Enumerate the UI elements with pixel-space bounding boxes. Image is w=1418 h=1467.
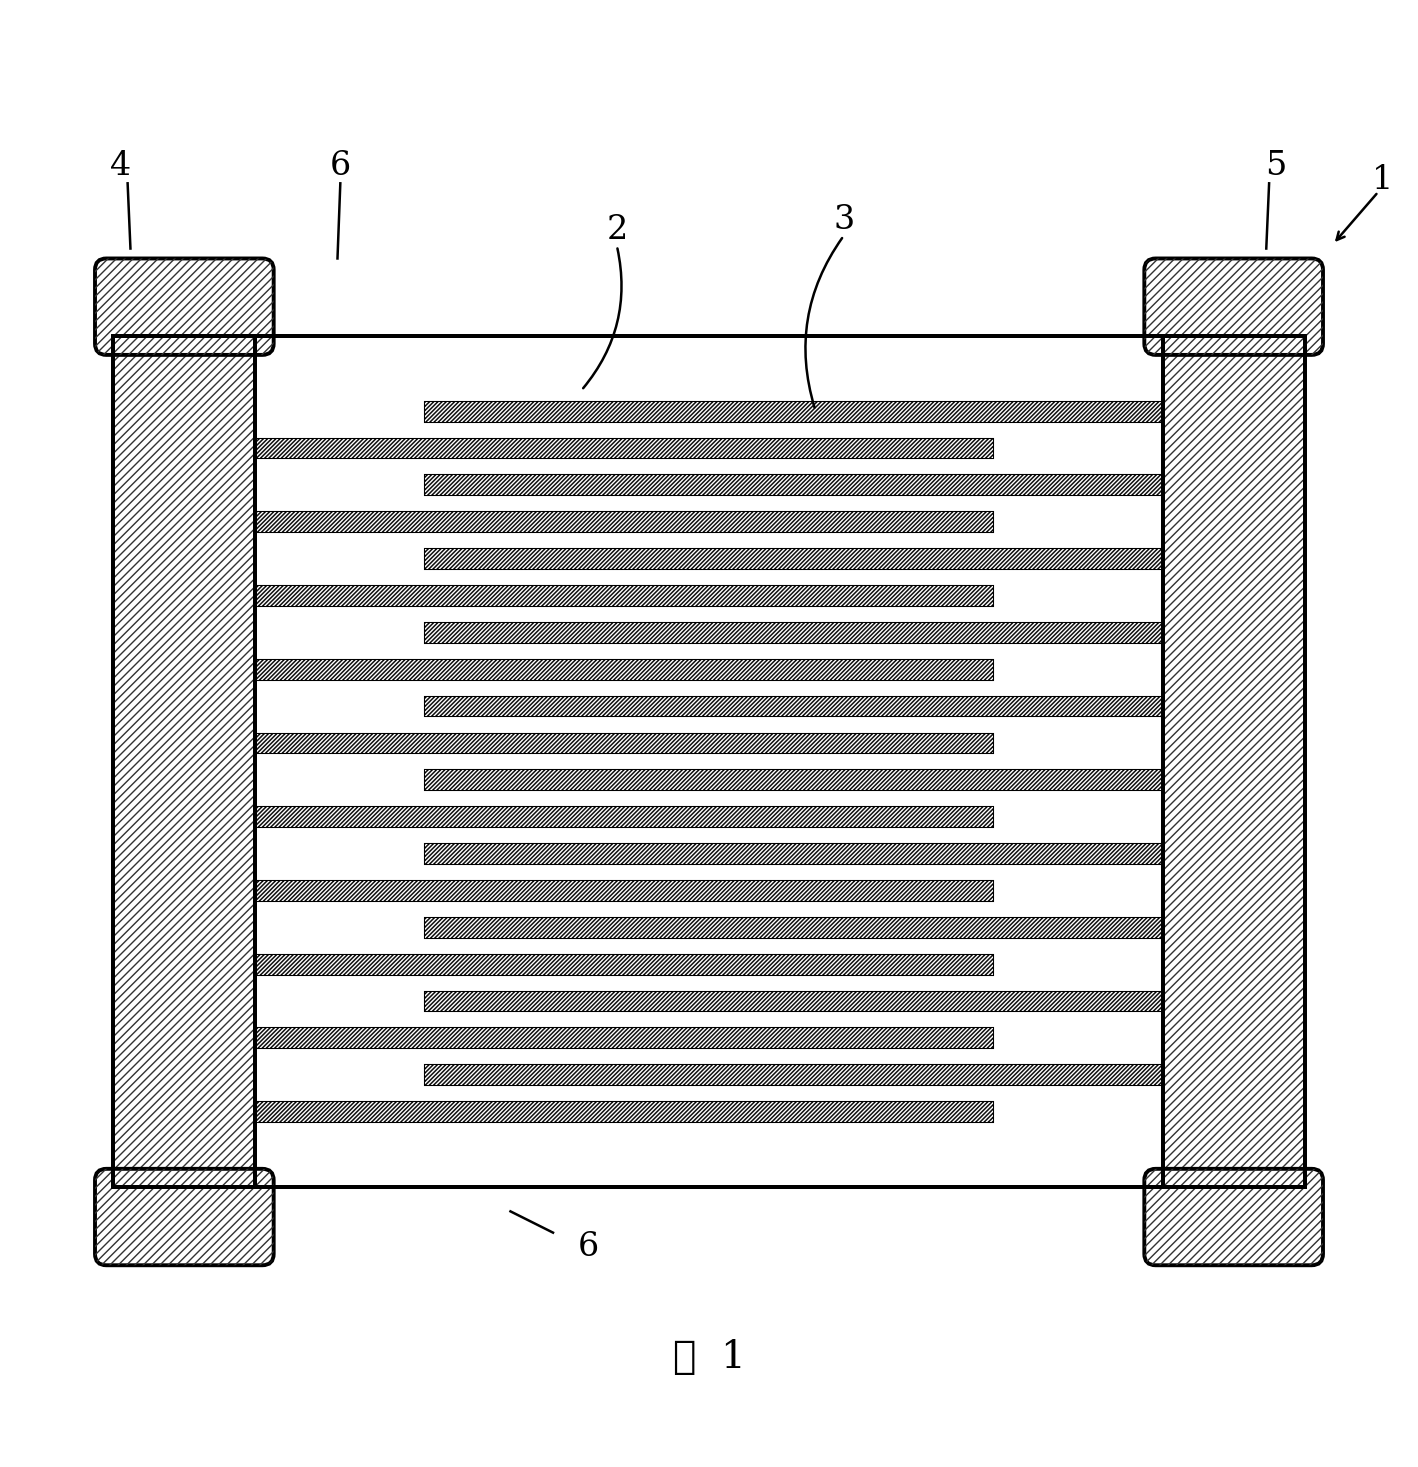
FancyBboxPatch shape bbox=[95, 258, 274, 355]
Bar bbox=[425, 697, 1163, 716]
Bar bbox=[255, 882, 993, 901]
Bar bbox=[425, 549, 1163, 569]
Bar bbox=[255, 585, 993, 606]
Bar bbox=[255, 955, 993, 974]
Bar bbox=[1163, 336, 1305, 1187]
Text: 4: 4 bbox=[111, 150, 130, 182]
Text: 5: 5 bbox=[1265, 150, 1288, 182]
Bar bbox=[425, 770, 1163, 791]
FancyBboxPatch shape bbox=[1144, 258, 1323, 355]
Bar bbox=[425, 623, 1163, 643]
Bar bbox=[425, 844, 1163, 864]
Bar bbox=[255, 1028, 993, 1049]
Bar bbox=[255, 1102, 993, 1122]
Bar bbox=[425, 918, 1163, 937]
Bar bbox=[255, 1028, 993, 1049]
Text: 2: 2 bbox=[607, 214, 627, 246]
Bar bbox=[425, 697, 1163, 716]
Bar bbox=[425, 992, 1163, 1011]
Text: 1: 1 bbox=[1373, 164, 1392, 197]
Bar bbox=[425, 918, 1163, 937]
Bar bbox=[255, 336, 1163, 1187]
Bar bbox=[425, 1065, 1163, 1086]
Bar bbox=[425, 402, 1163, 421]
Bar bbox=[425, 475, 1163, 496]
Bar bbox=[425, 402, 1163, 421]
Bar bbox=[255, 585, 993, 606]
Text: 6: 6 bbox=[330, 150, 350, 182]
Text: 6: 6 bbox=[579, 1231, 598, 1263]
Bar bbox=[255, 955, 993, 974]
Text: 图  1: 图 1 bbox=[672, 1339, 746, 1376]
Bar bbox=[255, 734, 993, 754]
Bar bbox=[255, 660, 993, 679]
FancyBboxPatch shape bbox=[95, 1169, 274, 1265]
FancyBboxPatch shape bbox=[1144, 1169, 1323, 1265]
Bar bbox=[255, 512, 993, 533]
Bar bbox=[1163, 336, 1305, 1187]
Bar bbox=[255, 882, 993, 901]
Bar bbox=[255, 439, 993, 458]
Bar bbox=[255, 439, 993, 458]
Bar bbox=[255, 336, 1163, 1187]
Text: 3: 3 bbox=[834, 204, 854, 236]
Bar bbox=[255, 807, 993, 827]
Bar bbox=[255, 660, 993, 679]
Bar bbox=[255, 1102, 993, 1122]
Bar bbox=[113, 336, 1305, 1187]
Bar bbox=[425, 1065, 1163, 1086]
Bar bbox=[1163, 336, 1305, 1187]
Bar bbox=[255, 512, 993, 533]
Bar bbox=[425, 770, 1163, 791]
Bar bbox=[113, 336, 255, 1187]
Bar bbox=[425, 992, 1163, 1011]
Bar bbox=[255, 807, 993, 827]
Bar bbox=[425, 844, 1163, 864]
Bar bbox=[255, 734, 993, 754]
Bar bbox=[425, 475, 1163, 496]
Bar bbox=[425, 623, 1163, 643]
Bar bbox=[113, 336, 255, 1187]
Bar bbox=[113, 336, 255, 1187]
Bar bbox=[425, 549, 1163, 569]
